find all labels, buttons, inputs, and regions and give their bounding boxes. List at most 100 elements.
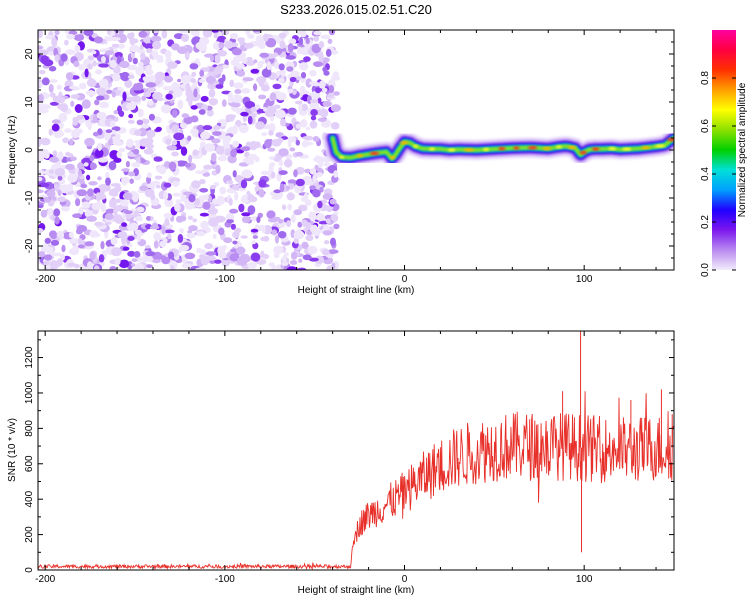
noise-speckle [80, 183, 88, 189]
noise-speckle [141, 95, 146, 102]
noise-speckle [38, 189, 44, 194]
noise-speckle [316, 213, 326, 221]
noise-speckle [199, 69, 205, 77]
noise-speckle [279, 183, 285, 193]
spectrogram-xlabel: Height of straight line (km) [298, 285, 415, 296]
noise-speckle [237, 37, 246, 43]
noise-speckle [281, 261, 289, 267]
noise-speckle [236, 149, 245, 154]
noise-speckle [214, 54, 221, 64]
noise-speckle [87, 188, 94, 197]
noise-speckle [130, 52, 135, 59]
noise-speckle [323, 162, 331, 167]
noise-speckle [202, 125, 213, 131]
noise-speckle [44, 254, 53, 261]
noise-speckle [250, 228, 259, 233]
noise-speckle [274, 235, 280, 244]
noise-speckle [43, 196, 51, 203]
noise-speckle [87, 261, 93, 270]
noise-speckle [105, 129, 113, 134]
noise-speckle [330, 122, 340, 130]
signal-hotspot [579, 151, 587, 155]
noise-speckle [146, 143, 154, 150]
signal-hotspot [448, 148, 456, 152]
noise-speckle [195, 198, 200, 206]
noise-speckle [330, 237, 336, 246]
noise-speckle [171, 81, 180, 92]
y-tick-label: 200 [24, 526, 35, 543]
noise-speckle [296, 267, 307, 270]
noise-speckle [188, 97, 193, 108]
noise-speckle [123, 210, 133, 215]
noise-speckle [305, 234, 314, 242]
noise-speckle [290, 260, 298, 265]
noise-speckle [177, 99, 184, 110]
noise-speckle [240, 88, 251, 94]
noise-speckle [250, 68, 260, 74]
noise-speckle [252, 242, 259, 250]
noise-speckle [300, 62, 307, 70]
noise-speckle [194, 58, 200, 66]
noise-speckle [97, 157, 109, 163]
noise-speckle [122, 91, 127, 102]
noise-speckle [49, 260, 59, 270]
noise-speckle [127, 236, 135, 241]
noise-speckle [287, 192, 295, 201]
colorbar-tick-label: 0.0 [700, 263, 711, 277]
noise-speckle [267, 147, 276, 152]
noise-speckle [288, 181, 295, 190]
noise-speckle [308, 257, 319, 262]
noise-speckle [134, 210, 139, 216]
noise-speckle [195, 170, 206, 175]
noise-speckle [54, 54, 60, 62]
y-tick-label: 0 [24, 567, 35, 573]
noise-speckle [78, 64, 85, 71]
noise-speckle [289, 147, 296, 152]
noise-speckle [72, 116, 79, 123]
noise-speckle [171, 140, 178, 146]
snr-frame [37, 330, 675, 571]
noise-speckle [111, 43, 120, 48]
noise-speckle [234, 191, 239, 201]
noise-speckle [293, 230, 305, 240]
noise-speckle [109, 266, 117, 270]
noise-speckle [118, 30, 124, 36]
noise-speckle [155, 184, 161, 189]
noise-speckle [309, 70, 317, 77]
noise-speckle [111, 247, 122, 257]
noise-speckle [216, 145, 225, 155]
noise-speckle [128, 113, 134, 119]
noise-speckle [268, 130, 274, 136]
noise-speckle [322, 193, 333, 200]
noise-speckle [311, 224, 318, 231]
colorbar-label: Normalized spectral amplitude [737, 82, 748, 217]
noise-speckle [109, 189, 114, 196]
noise-speckle [246, 60, 256, 66]
noise-speckle [312, 82, 321, 87]
noise-speckle [333, 223, 340, 230]
noise-speckle [295, 123, 301, 129]
noise-speckle [144, 188, 155, 198]
noise-speckle [168, 161, 177, 171]
noise-speckle [264, 139, 272, 149]
noise-speckle [164, 75, 173, 83]
noise-speckle [163, 212, 173, 219]
noise-speckle [258, 94, 267, 100]
noise-speckle [287, 179, 297, 184]
noise-speckle [298, 37, 303, 45]
noise-speckle [64, 39, 69, 46]
noise-speckle [190, 78, 197, 83]
noise-speckle [126, 102, 137, 111]
noise-speckle [91, 202, 102, 211]
noise-speckle [190, 128, 199, 135]
noise-speckle [116, 151, 123, 159]
noise-speckle [157, 97, 164, 102]
noise-speckle [327, 38, 333, 44]
noise-speckle [229, 79, 235, 88]
noise-speckle [318, 41, 325, 49]
noise-speckle [167, 61, 178, 69]
noise-speckle [211, 30, 219, 33]
noise-speckle [132, 194, 139, 203]
noise-speckle [133, 148, 140, 155]
noise-speckle [278, 77, 285, 83]
